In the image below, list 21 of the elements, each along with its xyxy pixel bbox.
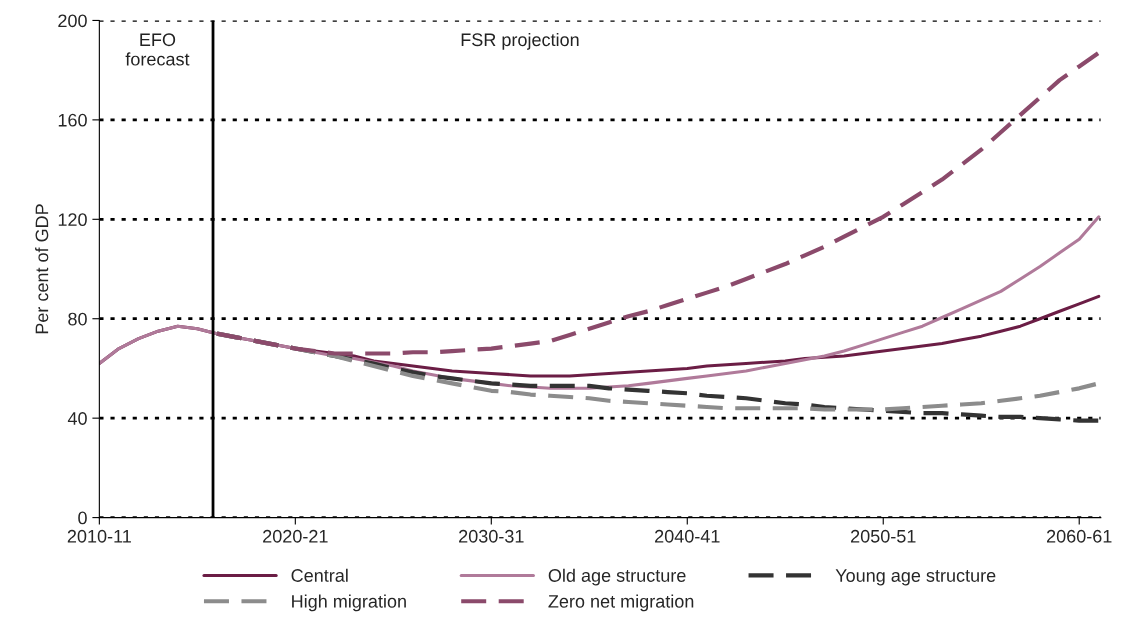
legend-label: High migration [292, 594, 406, 612]
x-tick-label: 2020-21 [263, 529, 328, 543]
legend-label: Young age structure [835, 569, 996, 586]
annotation: EFO forecast [125, 33, 190, 66]
y-axis-title: Per cent of GDP [35, 204, 49, 334]
y-tick-label: 120 [58, 213, 87, 227]
x-tick-label: 2030-31 [459, 529, 524, 543]
x-tick-label: 2060-61 [1047, 529, 1112, 543]
y-tick-label: 40 [67, 412, 87, 425]
annotation: FSR projection [461, 32, 579, 50]
y-tick-label: 0 [78, 511, 87, 525]
line-series [214, 50, 1101, 356]
x-tick-label: 2040-41 [655, 529, 720, 543]
legend-label: Old age structure [548, 568, 686, 586]
x-tick-label: 2010-11 [67, 529, 131, 543]
y-tick-label: 160 [58, 113, 87, 127]
y-tick-label: 80 [68, 312, 87, 326]
y-tick-label: 200 [58, 14, 87, 28]
legend-label: Zero net migration [548, 594, 694, 612]
x-tick-label: 2050-51 [851, 529, 916, 543]
legend-label: Central [291, 568, 348, 582]
